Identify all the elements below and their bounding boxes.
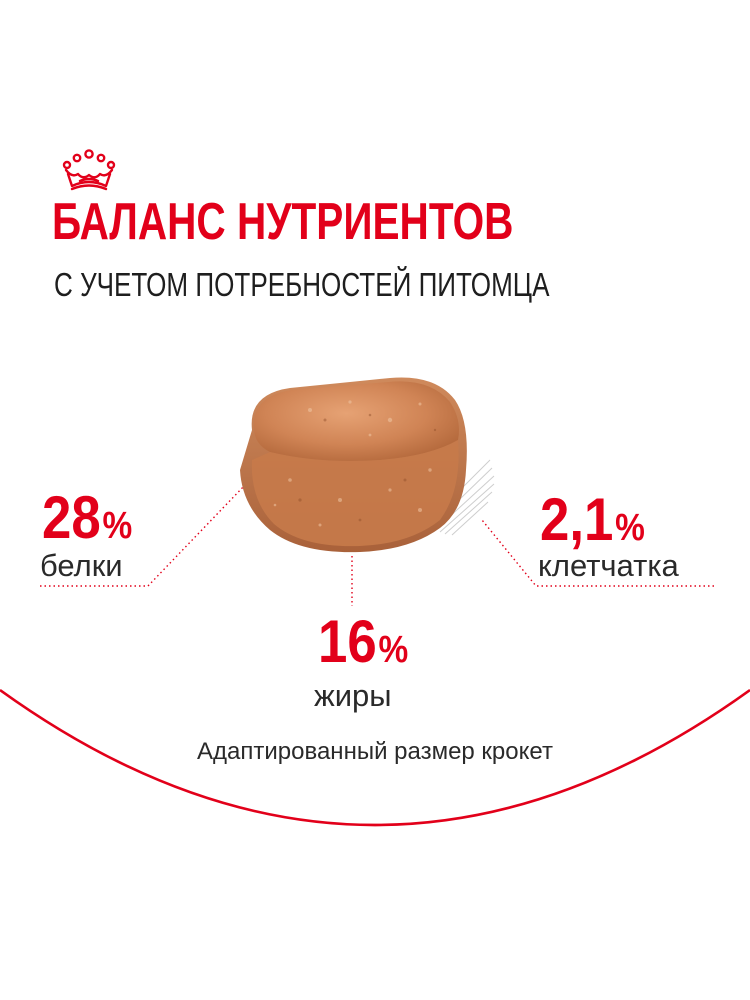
fiber-label: клетчатка [538,548,679,583]
protein-connector [40,483,247,587]
fiber-connector [481,519,714,587]
fat-label: жиры [314,678,392,713]
kibble-image [240,377,495,553]
fiber-value: 2,1% [540,490,645,550]
subheadline: С УЧЕТОМ ПОТРЕБНОСТЕЙ ПИТОМЦА [54,266,550,303]
protein-value: 28% [42,488,132,548]
protein-number: 28 [42,484,101,551]
fiber-number: 2,1 [540,486,614,553]
fiber-unit: % [615,507,645,549]
fat-unit: % [378,629,409,671]
headline: БАЛАНС НУТРИЕНТОВ [52,193,514,251]
decorative-arc [0,688,750,827]
fat-number: 16 [318,608,377,675]
crown-icon [62,149,116,191]
protein-unit: % [102,505,133,547]
protein-label: белки [40,548,123,583]
fat-value: 16% [318,612,408,672]
footer-caption: Адаптированный размер крокет [197,738,553,765]
